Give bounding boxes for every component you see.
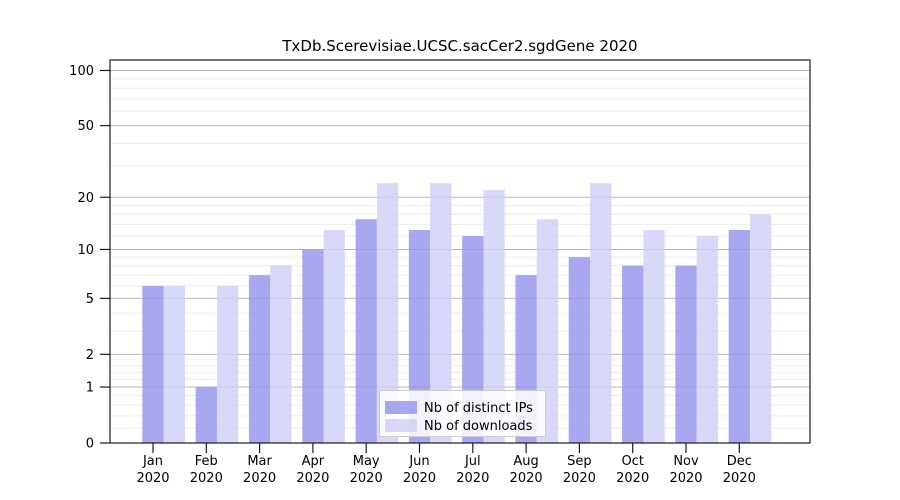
x-tick-label-month: Feb	[195, 454, 218, 469]
bar-downloads-jun	[430, 183, 452, 443]
bar-distinct-ips-dec	[728, 229, 750, 443]
x-tick-label-year: 2020	[243, 471, 276, 486]
y-tick-label: 10	[77, 243, 94, 258]
bar-downloads-jul	[483, 189, 505, 443]
plot-border	[109, 59, 811, 444]
legend-swatch-distinct-ips	[385, 401, 417, 414]
bar-downloads-feb	[216, 285, 239, 443]
bar-downloads-dec	[749, 214, 772, 443]
x-tick-label-year: 2020	[456, 471, 489, 486]
bar-distinct-ips-sep	[568, 257, 591, 443]
bar-distinct-ips-apr	[302, 249, 324, 443]
x-tick-label-year: 2020	[296, 471, 329, 486]
bar-distinct-ips-nov	[675, 265, 697, 443]
bar-distinct-ips-jan	[142, 285, 164, 443]
x-tick-label-month: May	[353, 454, 380, 469]
x-tick-label-month: Dec	[727, 454, 752, 469]
x-tick-label-month: Sep	[567, 454, 592, 469]
legend-label-downloads: Nb of downloads	[424, 419, 533, 434]
x-tick-label-month: Mar	[247, 454, 272, 469]
bar-downloads-nov	[696, 235, 718, 443]
x-tick-label-year: 2020	[350, 471, 383, 486]
bar-downloads-oct	[643, 229, 665, 443]
bar-distinct-ips-oct	[622, 265, 644, 443]
y-tick-label: 100	[69, 64, 94, 79]
bar-downloads-aug	[536, 219, 559, 443]
legend-swatch-downloads	[385, 419, 417, 432]
bar-downloads-mar	[270, 265, 292, 443]
bar-downloads-apr	[323, 229, 345, 443]
x-tick-label-month: Apr	[302, 454, 325, 469]
x-tick-label-year: 2020	[723, 471, 756, 486]
y-tick-label: 2	[86, 348, 94, 363]
bar-downloads-sep	[590, 183, 612, 443]
chart-title: TxDb.Scerevisiae.UCSC.sacCer2.sgdGene 20…	[281, 37, 637, 55]
x-tick-label-month: Jan	[142, 454, 163, 469]
bars	[142, 183, 772, 443]
bar-distinct-ips-feb	[195, 387, 217, 443]
x-tick-label-year: 2020	[616, 471, 649, 486]
y-tick-label: 50	[77, 119, 94, 134]
axes	[100, 59, 811, 453]
bar-distinct-ips-jun	[408, 229, 431, 443]
x-tick-label-year: 2020	[190, 471, 223, 486]
x-tick-label-month: Aug	[513, 454, 538, 469]
bar-downloads-may	[376, 183, 399, 443]
x-tick-label-year: 2020	[136, 471, 169, 486]
x-tick-label-year: 2020	[403, 471, 436, 486]
y-tick-label: 1	[86, 381, 94, 396]
x-tick-label-year: 2020	[510, 471, 543, 486]
legend: Nb of distinct IPs Nb of downloads	[379, 390, 546, 437]
x-tick-label-month: Jul	[464, 454, 481, 469]
y-tick-label: 5	[86, 292, 94, 307]
y-tick-label: 20	[77, 191, 94, 206]
x-tick-label-month: Jun	[408, 454, 429, 469]
x-tick-label-year: 2020	[563, 471, 596, 486]
bar-distinct-ips-mar	[248, 275, 271, 443]
x-tick-label-month: Nov	[673, 454, 699, 469]
bar-downloads-jan	[163, 285, 185, 443]
y-tick-label: 0	[86, 437, 94, 452]
legend-label-distinct-ips: Nb of distinct IPs	[424, 401, 533, 416]
axis-labels: Jan2020Feb2020Mar2020Apr2020May2020Jun20…	[69, 64, 756, 486]
x-tick-label-year: 2020	[669, 471, 702, 486]
bar-distinct-ips-may	[355, 219, 377, 443]
x-tick-label-month: Oct	[621, 454, 643, 469]
